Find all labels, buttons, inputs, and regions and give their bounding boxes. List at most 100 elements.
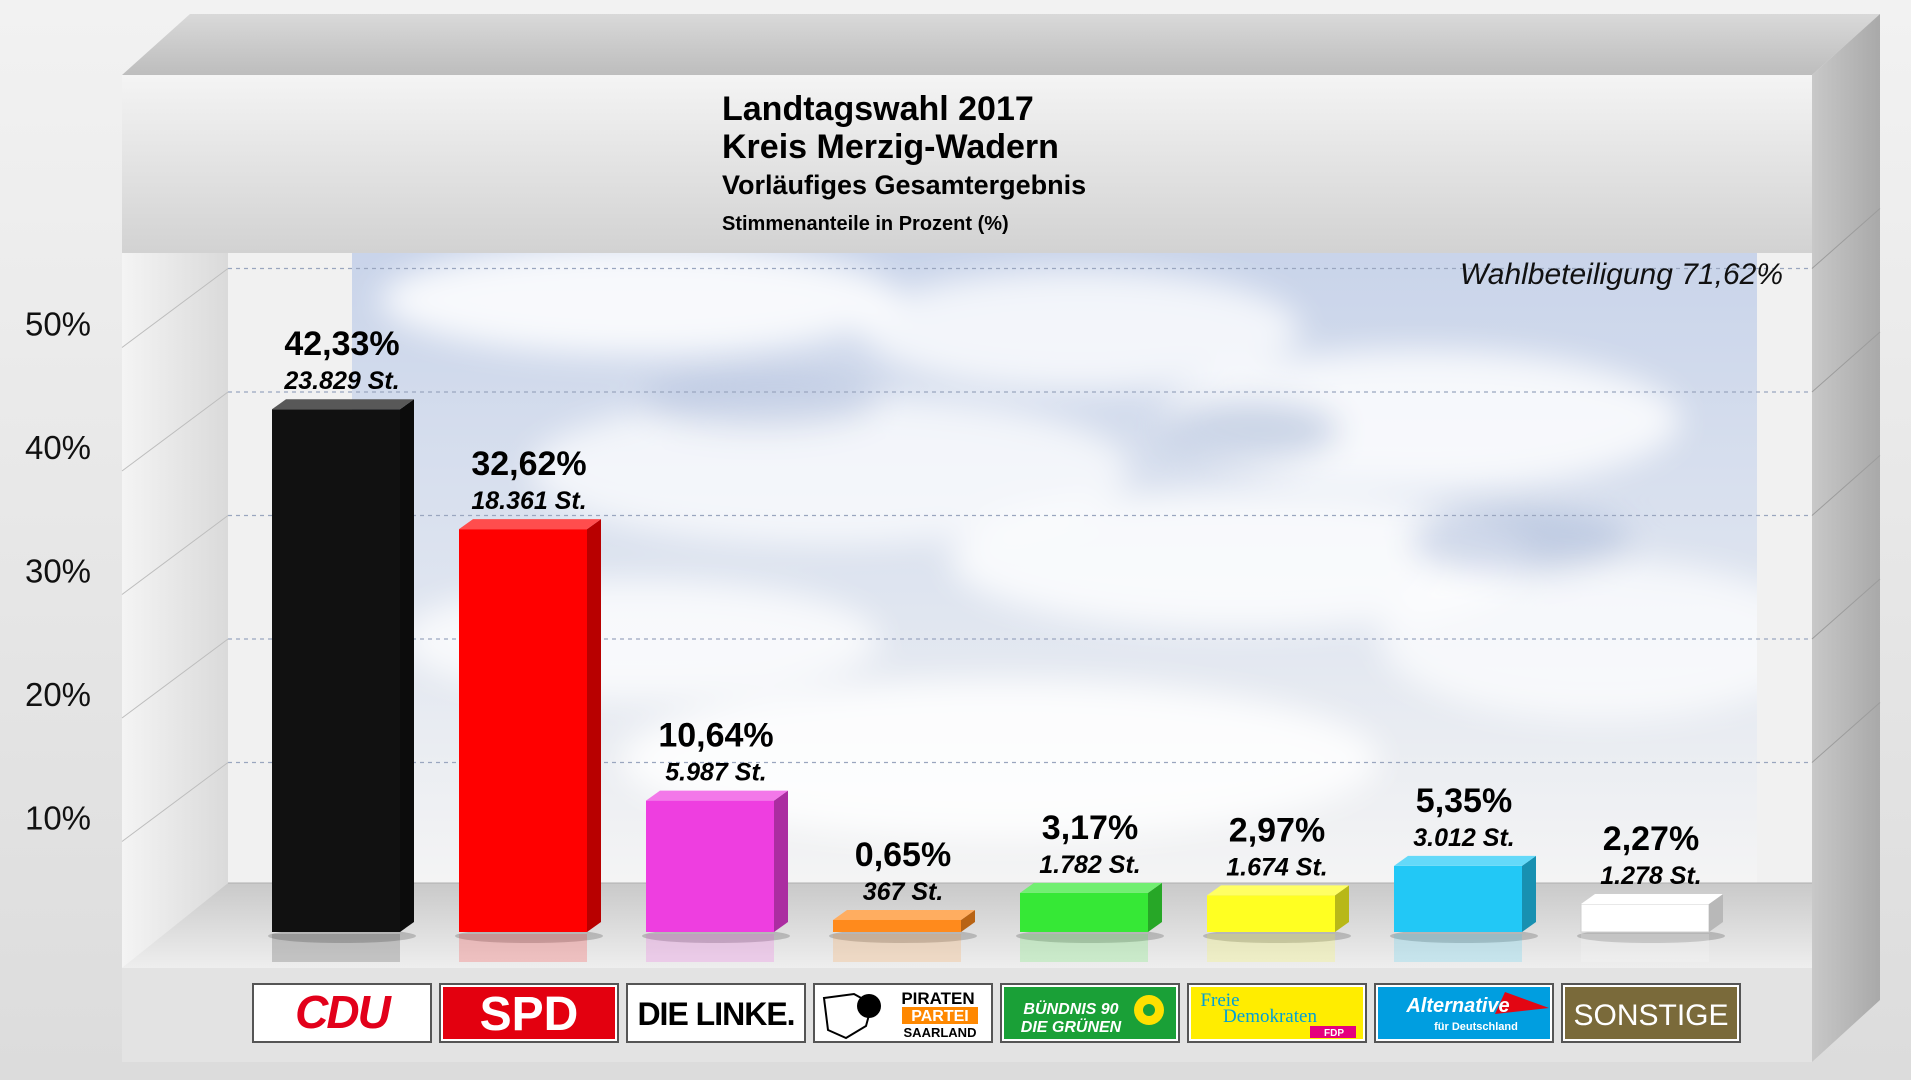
bar-top xyxy=(1581,893,1723,904)
bar-side xyxy=(1522,855,1536,932)
bar-side xyxy=(587,519,601,932)
bar-side xyxy=(961,910,975,932)
bar-7 xyxy=(1390,855,1538,962)
bar-top xyxy=(459,519,601,530)
chart-title-line1: Landtagswahl 2017 xyxy=(722,90,1034,128)
bar-reflection xyxy=(646,934,774,962)
bar-votes-label: 1.782 St. xyxy=(1039,851,1140,879)
bar-percent-label: 42,33% xyxy=(284,325,399,363)
logo-text: DIE LINKE. xyxy=(637,996,794,1032)
bar-reflection xyxy=(459,934,587,962)
bar-votes-label: 1.278 St. xyxy=(1600,862,1701,890)
logo-text: PARTEI xyxy=(911,1008,968,1025)
bar-reflection xyxy=(1581,934,1709,962)
frame-right-face xyxy=(1812,14,1880,1062)
bar-votes-label: 23.829 St. xyxy=(283,367,399,395)
bar-8 xyxy=(1577,893,1725,962)
y-tick-label: 50% xyxy=(25,306,91,343)
bar-front xyxy=(1020,892,1148,932)
y-tick-label: 20% xyxy=(25,676,91,713)
gridline-right xyxy=(1811,331,1881,393)
bar-percent-label: 10,64% xyxy=(658,717,773,755)
bar-4 xyxy=(829,910,977,962)
y-tick-label: 40% xyxy=(25,429,91,466)
bar-reflection xyxy=(833,934,961,962)
logo-text: für Deutschland xyxy=(1434,1021,1518,1033)
header-panel xyxy=(122,75,1812,253)
bar-front xyxy=(646,800,774,932)
bar-votes-label: 3.012 St. xyxy=(1413,824,1514,852)
bar-shadow xyxy=(1390,929,1538,943)
bar-front xyxy=(1580,903,1710,933)
chart-subtitle: Vorläufiges Gesamtergebnis xyxy=(722,170,1086,200)
bar-reflection xyxy=(1020,934,1148,962)
gridline-side xyxy=(121,515,229,595)
bar-labels: 42,33% 23.829 St. 32,62% 18.361 St. 10,64% 5.… xyxy=(283,325,1701,906)
bar-shadow xyxy=(268,929,416,943)
bar-5 xyxy=(1016,882,1164,962)
chart-title-line2: Kreis Merzig-Wadern xyxy=(722,128,1059,166)
bar-percent-label: 2,27% xyxy=(1603,820,1699,858)
logo-text: PIRATEN xyxy=(901,989,974,1008)
bar-front xyxy=(1207,895,1335,932)
bar-shadow xyxy=(642,929,790,943)
logo-text: Alternative xyxy=(1405,995,1509,1017)
bars-group xyxy=(268,399,1725,962)
bar-percent-label: 32,62% xyxy=(471,445,586,483)
bar-percent-label: 0,65% xyxy=(855,836,951,874)
bar-reflection xyxy=(1207,934,1335,962)
bar-votes-label: 18.361 St. xyxy=(471,487,586,515)
chart-caption: Stimmenanteile in Prozent (%) xyxy=(722,213,1009,235)
logo-afd: Alternative für Deutschland xyxy=(1374,983,1554,1043)
gridline-right xyxy=(1811,702,1881,763)
pirate-flag-icon xyxy=(857,994,881,1018)
logo-text: Demokraten xyxy=(1223,1006,1317,1027)
logo-background xyxy=(1565,987,1737,1039)
bar-votes-label: 1.674 St. xyxy=(1226,853,1327,881)
bar-shadow xyxy=(455,929,603,943)
bar-top xyxy=(272,399,414,410)
bar-side xyxy=(774,790,788,932)
bar-reflection xyxy=(272,934,400,962)
y-tick-label: 30% xyxy=(25,553,91,590)
bar-side xyxy=(1148,882,1162,932)
bar-2 xyxy=(455,519,603,962)
bar-votes-label: 367 St. xyxy=(863,878,944,906)
bar-side xyxy=(1709,893,1723,932)
party-logos: CDU SPD DIE LINKE. PIRATENPARTEISAARLANDBÜN… xyxy=(252,983,1741,1043)
bar-3 xyxy=(642,790,790,962)
logo-text: SAARLAND xyxy=(904,1025,977,1040)
logo-text: FDP xyxy=(1324,1028,1344,1039)
y-tick-label: 10% xyxy=(25,800,91,837)
logo-text: SPD xyxy=(480,988,579,1041)
logo-text: Freie xyxy=(1200,990,1239,1011)
saarland-map-icon xyxy=(822,992,874,1040)
y-axis: 10% 20% 30% 40% 50% xyxy=(25,306,91,837)
bar-percent-label: 5,35% xyxy=(1416,782,1512,820)
bar-front xyxy=(1394,865,1522,932)
arrow-icon xyxy=(1495,992,1549,1014)
logo-accent-bar xyxy=(902,1007,978,1024)
logo-background xyxy=(630,987,802,1039)
bar-votes-label: 5.987 St. xyxy=(665,759,766,787)
bar-percent-label: 3,17% xyxy=(1042,809,1138,847)
bar-front xyxy=(272,409,400,932)
bar-shadow xyxy=(1203,929,1351,943)
logo-cdu: CDU xyxy=(252,983,432,1043)
gridline-right xyxy=(1811,578,1881,640)
gridline-side xyxy=(121,638,229,719)
bar-top xyxy=(1020,882,1162,893)
logo-text: DIE GRÜNEN xyxy=(1021,1017,1122,1036)
gridline-side xyxy=(121,391,229,472)
gridline-side xyxy=(121,268,229,348)
bar-front xyxy=(833,920,961,932)
logo-background xyxy=(1378,987,1550,1039)
bar-shadow xyxy=(1016,929,1164,943)
plot-left-wall xyxy=(122,253,228,968)
logo-background xyxy=(443,987,615,1039)
bar-1 xyxy=(268,399,416,962)
bar-6 xyxy=(1203,885,1351,962)
